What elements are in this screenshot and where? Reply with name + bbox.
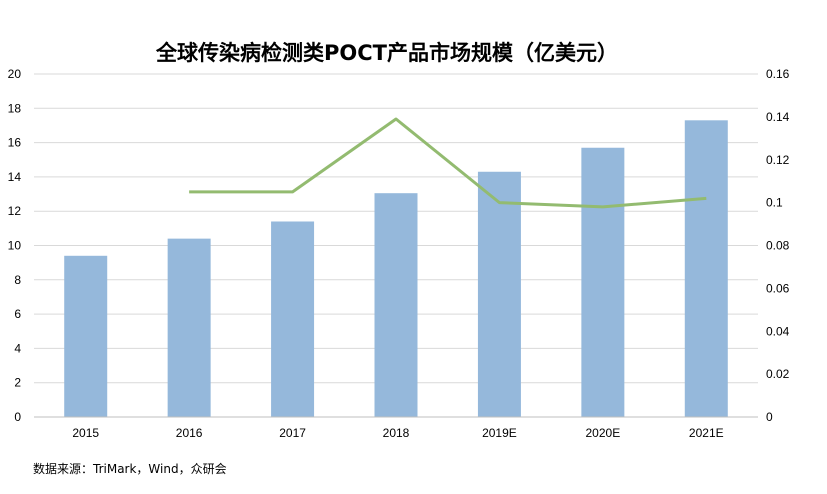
bar-series: [64, 120, 728, 418]
bar: [271, 221, 315, 417]
bar: [581, 147, 625, 417]
category-label: 2019E: [482, 426, 517, 440]
category-label: 2017: [279, 426, 306, 440]
line-series: [189, 117, 707, 209]
right-tick-label: 0.04: [766, 324, 790, 338]
left-tick-label: 20: [8, 67, 22, 81]
category-label: 2016: [176, 426, 203, 440]
left-tick-label: 6: [14, 307, 21, 321]
left-tick-label: 10: [8, 239, 22, 253]
right-tick-label: 0.08: [766, 239, 790, 253]
left-tick-label: 14: [8, 170, 22, 184]
right-tick-label: 0.16: [766, 67, 790, 81]
right-tick-label: 0.12: [766, 153, 790, 167]
category-label: 2015: [72, 426, 99, 440]
left-tick-label: 0: [14, 410, 21, 424]
bar: [374, 193, 418, 417]
left-tick-label: 4: [14, 341, 21, 355]
left-tick-label: 16: [8, 136, 22, 150]
x-axis: 2015 2016 2017 2018 2019E 2020E 2021E: [34, 416, 758, 440]
bar: [167, 238, 211, 417]
right-tick-label: 0.14: [766, 110, 790, 124]
bar: [684, 120, 728, 418]
category-label: 2020E: [586, 426, 621, 440]
left-axis: 0 2 4 6 8 10 12 14 16 18 20: [8, 67, 22, 424]
right-tick-label: 0.02: [766, 367, 790, 381]
right-tick-label: 0.1: [766, 196, 783, 210]
chart-title: 全球传染病检测类POCT产品市场规模（亿美元）: [155, 41, 618, 65]
left-tick-label: 8: [14, 273, 21, 287]
source-note: 数据来源：TriMark，Wind，众研会: [33, 462, 227, 476]
bar: [477, 171, 521, 417]
right-tick-label: 0: [766, 410, 773, 424]
left-tick-label: 18: [8, 101, 22, 115]
category-label: 2018: [383, 426, 410, 440]
category-label: 2021E: [689, 426, 724, 440]
left-tick-label: 2: [14, 376, 21, 390]
right-axis: 0 0.02 0.04 0.06 0.08 0.1 0.12 0.14 0.16: [766, 67, 790, 424]
right-tick-label: 0.06: [766, 281, 790, 295]
bar: [64, 255, 108, 417]
left-tick-label: 12: [8, 204, 22, 218]
line-path: [189, 117, 707, 209]
